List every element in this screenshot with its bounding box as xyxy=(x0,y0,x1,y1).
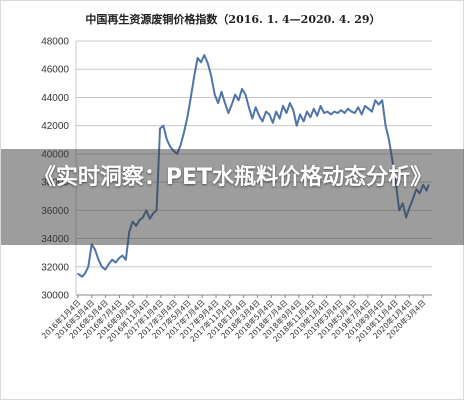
data-point xyxy=(278,117,281,120)
data-point xyxy=(374,99,377,102)
data-point xyxy=(384,124,387,127)
data-point xyxy=(275,110,278,113)
data-point xyxy=(190,96,192,99)
data-point xyxy=(77,273,79,275)
data-point xyxy=(316,115,319,117)
data-point xyxy=(340,109,342,111)
y-tick-label: 44000 xyxy=(41,93,69,104)
y-tick-label: 42000 xyxy=(41,121,69,132)
data-point xyxy=(272,122,274,124)
data-point xyxy=(323,112,325,114)
x-axis-ticks: 2016年1月4日2016年3月4日2016年5月4日2016年7月4日2016… xyxy=(39,295,428,344)
data-point xyxy=(231,103,233,106)
data-point xyxy=(282,105,284,107)
data-point xyxy=(166,139,168,141)
data-point xyxy=(299,113,301,116)
data-point xyxy=(217,102,219,104)
data-point xyxy=(364,105,366,107)
data-point xyxy=(121,254,124,257)
data-point xyxy=(254,106,257,109)
y-tick-label: 46000 xyxy=(41,65,69,76)
y-tick-label: 32000 xyxy=(41,262,69,273)
data-point xyxy=(101,266,103,268)
data-point xyxy=(295,124,298,127)
data-point xyxy=(326,110,329,113)
data-point xyxy=(251,117,254,120)
data-point xyxy=(207,62,209,65)
data-point xyxy=(347,107,349,110)
data-point xyxy=(306,110,308,113)
data-point xyxy=(200,61,202,63)
data-point xyxy=(360,113,363,116)
data-point xyxy=(292,109,295,111)
y-tick-label: 30000 xyxy=(41,291,69,302)
data-point xyxy=(343,112,346,114)
data-point xyxy=(333,110,336,113)
y-tick-label: 48000 xyxy=(41,37,69,48)
data-point xyxy=(261,120,264,123)
data-point xyxy=(227,112,230,114)
data-point xyxy=(309,116,312,118)
data-point xyxy=(234,93,236,96)
data-point xyxy=(357,106,360,109)
data-point xyxy=(377,103,380,106)
data-point xyxy=(81,275,83,278)
data-point xyxy=(108,263,110,265)
data-point xyxy=(224,102,226,104)
data-point xyxy=(285,112,288,114)
data-point xyxy=(265,110,267,113)
data-point xyxy=(94,249,96,251)
data-point xyxy=(241,88,243,90)
data-point xyxy=(193,75,195,78)
chart-title: 中国再生资源废铜价格指数（2016. 1. 4—2020. 4. 29） xyxy=(85,12,380,26)
data-point xyxy=(162,124,165,127)
data-point xyxy=(248,106,250,109)
data-point xyxy=(183,131,185,134)
data-point xyxy=(125,258,127,261)
data-point xyxy=(210,75,213,78)
data-point xyxy=(203,54,206,56)
data-point xyxy=(302,120,305,123)
data-point xyxy=(84,273,86,275)
data-point xyxy=(111,258,113,261)
data-point xyxy=(367,107,370,110)
data-point xyxy=(237,99,240,102)
data-point xyxy=(114,261,117,264)
data-point xyxy=(196,57,199,59)
data-point xyxy=(336,112,339,114)
data-point xyxy=(186,116,189,118)
data-point xyxy=(388,139,390,141)
data-point xyxy=(350,110,353,113)
data-point xyxy=(319,105,322,107)
data-point xyxy=(313,107,315,110)
data-point xyxy=(97,258,100,261)
data-point xyxy=(79,274,81,277)
data-point xyxy=(104,268,107,271)
headline-overlay-band xyxy=(1,149,464,245)
data-point xyxy=(220,91,223,93)
data-point xyxy=(268,113,271,116)
data-point xyxy=(244,93,247,96)
data-point xyxy=(330,113,332,116)
data-point xyxy=(179,144,182,147)
data-point xyxy=(258,115,260,117)
data-point xyxy=(354,112,356,114)
data-point xyxy=(118,257,120,260)
data-point xyxy=(381,99,384,102)
data-point xyxy=(213,93,216,96)
data-point xyxy=(371,110,373,113)
data-point xyxy=(87,266,90,268)
data-point xyxy=(169,146,172,148)
data-point xyxy=(289,102,291,104)
data-point xyxy=(159,127,161,130)
headline-overlay-text: 《实时洞察：PET水瓶料价格动态分析》 xyxy=(33,165,433,190)
